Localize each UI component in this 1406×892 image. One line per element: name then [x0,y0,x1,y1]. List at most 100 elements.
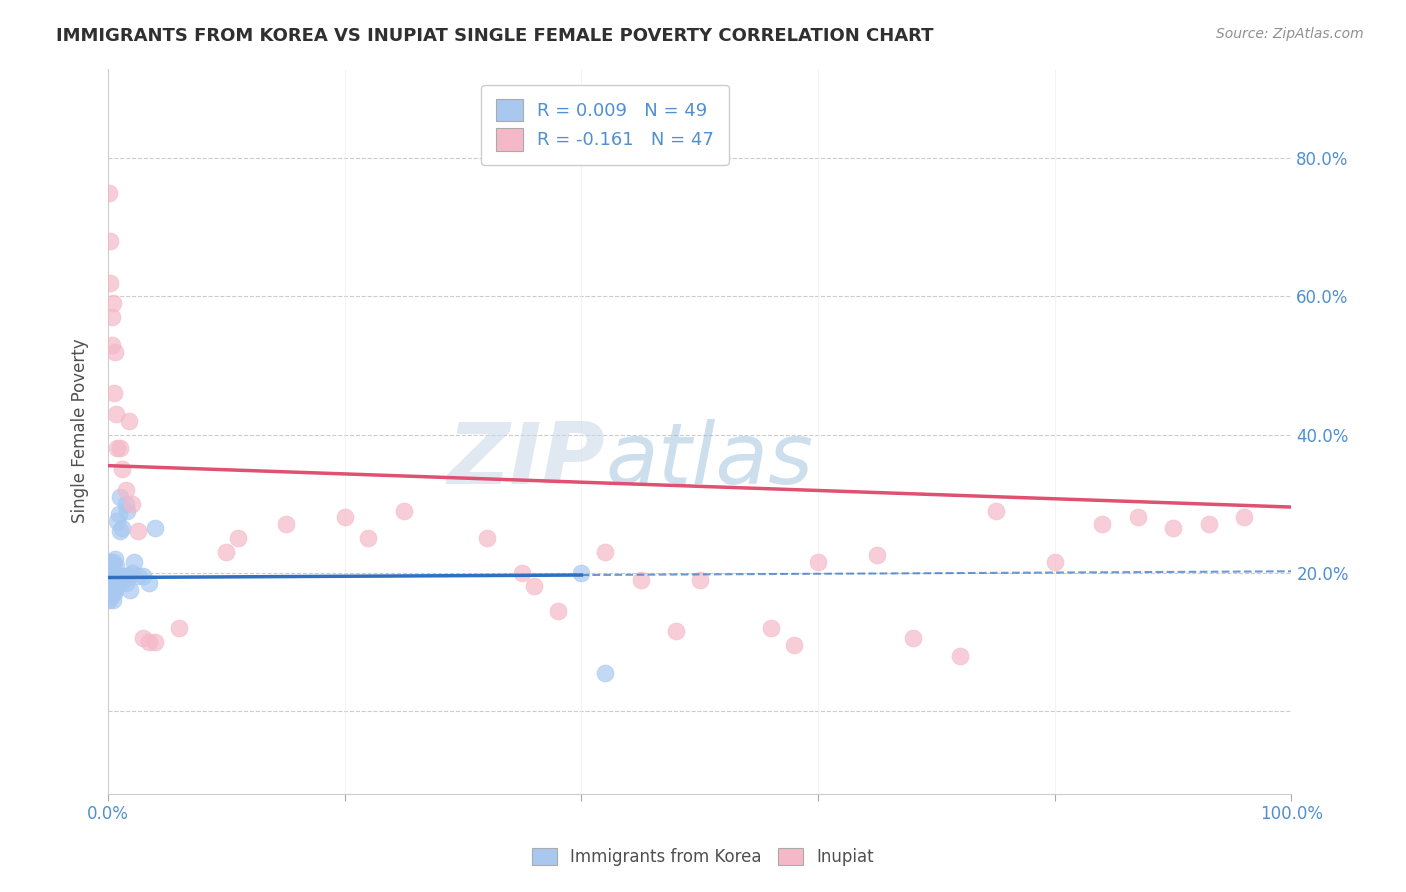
Point [100,566,122,580]
Point [866,549,889,563]
Legend: R = 0.009   N = 49, R = -0.161   N = 47: R = 0.009 N = 49, R = -0.161 N = 47 [481,85,728,165]
Point [1198,517,1220,532]
Point [1161,521,1184,535]
Point [98,579,121,593]
Point [101,296,124,310]
Point [101,555,124,569]
Point [759,621,782,635]
Point [127,569,149,583]
Point [98,555,121,569]
Point [100,586,122,600]
Point [107,514,129,528]
Point [98,582,121,597]
Point [138,634,160,648]
Point [689,573,711,587]
Point [104,344,127,359]
Point [104,552,127,566]
Point [98,573,121,587]
Point [118,569,141,583]
Point [593,665,616,680]
Point [510,566,533,580]
Legend: Immigrants from Korea, Inupiat: Immigrants from Korea, Inupiat [523,840,883,875]
Point [100,576,122,591]
Point [118,414,141,428]
Point [111,462,134,476]
Point [98,566,121,580]
Point [138,576,160,591]
Point [104,566,127,580]
Point [101,593,124,607]
Point [107,576,129,591]
Point [665,624,688,639]
Text: atlas: atlas [605,418,813,501]
Point [98,276,121,290]
Point [98,234,121,248]
Point [1233,510,1256,524]
Point [103,573,125,587]
Point [108,442,131,456]
Point [114,497,136,511]
Point [392,503,415,517]
Point [1126,510,1149,524]
Point [105,579,128,593]
Point [143,634,166,648]
Point [121,566,143,580]
Point [475,531,498,545]
Point [807,555,830,569]
Point [984,503,1007,517]
Point [101,576,124,591]
Point [108,524,131,539]
Point [114,576,136,591]
Point [121,497,143,511]
Point [100,569,122,583]
Point [98,590,121,604]
Point [112,569,135,583]
Y-axis label: Single Female Poverty: Single Female Poverty [72,339,89,524]
Point [105,407,128,421]
Point [103,386,125,401]
Point [569,566,592,580]
Point [100,338,122,352]
Point [107,442,129,456]
Point [103,586,125,600]
Point [333,510,356,524]
Point [1091,517,1114,532]
Point [100,582,122,597]
Point [122,555,145,569]
Point [104,582,127,597]
Point [949,648,972,663]
Point [143,521,166,535]
Point [110,576,132,591]
Point [98,593,121,607]
Point [1043,555,1066,569]
Point [105,558,128,573]
Point [120,582,142,597]
Point [274,517,297,532]
Point [108,490,131,504]
Point [100,310,122,325]
Point [117,569,139,583]
Point [226,531,249,545]
Point [215,545,238,559]
Point [98,558,121,573]
Point [593,545,616,559]
Point [103,569,125,583]
Point [114,483,136,497]
Text: ZIP: ZIP [447,418,605,501]
Point [547,604,569,618]
Point [111,521,134,535]
Point [98,576,121,591]
Point [357,531,380,545]
Point [107,507,129,521]
Point [132,569,155,583]
Point [98,569,121,583]
Point [132,632,155,646]
Point [127,524,149,539]
Point [630,573,652,587]
Text: Source: ZipAtlas.com: Source: ZipAtlas.com [1216,27,1364,41]
Point [115,503,138,517]
Point [101,558,124,573]
Point [783,638,806,652]
Point [167,621,190,635]
Text: IMMIGRANTS FROM KOREA VS INUPIAT SINGLE FEMALE POVERTY CORRELATION CHART: IMMIGRANTS FROM KOREA VS INUPIAT SINGLE … [56,27,934,45]
